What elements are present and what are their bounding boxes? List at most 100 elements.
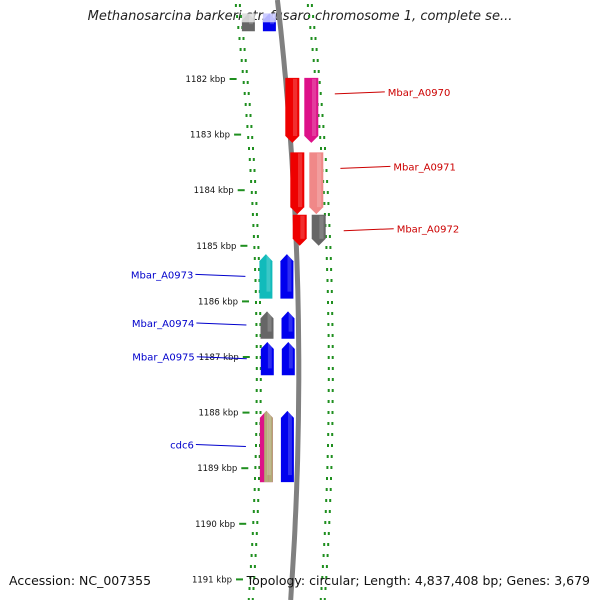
scale-label: 1191 kbp: [192, 575, 232, 585]
scale-label: 1190 kbp: [195, 520, 235, 530]
gene-feature[interactable]: [281, 342, 295, 376]
track-edge-tick: [256, 224, 259, 227]
gene-feature[interactable]: [281, 311, 295, 339]
track-edge-tick: [327, 202, 330, 205]
track-edge-tick: [255, 400, 258, 403]
gene-sheen: [288, 312, 293, 332]
track-edge-tick: [257, 499, 260, 502]
track-edge-tick: [255, 422, 258, 425]
gene-feature[interactable]: [290, 152, 305, 215]
track-edge-tick: [327, 312, 330, 315]
scale-tick: [229, 78, 237, 80]
gene-arrow: [281, 311, 295, 339]
gene-feature[interactable]: [241, 13, 255, 32]
track-edge-tick: [311, 48, 314, 51]
track-edge-tick: [243, 92, 246, 95]
gene-feature[interactable]: [259, 254, 273, 299]
gene-stripe: [259, 410, 265, 483]
track-edge-tick: [331, 378, 334, 381]
track-edge-tick: [259, 378, 262, 381]
track-edge-tick: [234, 4, 237, 7]
track-edge-tick: [253, 565, 256, 568]
track-edge-tick: [253, 246, 256, 249]
track-edge-tick: [251, 532, 254, 535]
scale-label: 1189 kbp: [197, 464, 237, 474]
gene-feature[interactable]: [260, 311, 274, 339]
gene-feature[interactable]: [309, 152, 324, 215]
track-edge-tick: [252, 510, 255, 513]
track-edge-tick: [258, 477, 260, 480]
track-edge-tick: [329, 246, 332, 249]
track-edge-tick: [322, 554, 325, 557]
track-edge-tick: [325, 246, 328, 249]
track-edge-tick: [327, 345, 330, 348]
gene-feature[interactable]: [304, 77, 319, 143]
gene-label[interactable]: Mbar_A0974: [132, 319, 195, 330]
gene-feature[interactable]: [262, 13, 276, 32]
gene-feature[interactable]: [311, 214, 326, 246]
gene-feature[interactable]: [280, 254, 294, 299]
gene-feature[interactable]: [280, 410, 294, 483]
track-edge-tick: [255, 444, 257, 447]
track-edge-tick: [254, 191, 257, 194]
track-edge-tick: [324, 510, 327, 513]
track-edge-tick: [331, 411, 334, 414]
gene-label[interactable]: Mbar_A0971: [393, 162, 456, 173]
track-edge-tick: [255, 213, 258, 216]
track-edge-tick: [257, 257, 260, 260]
gene-feature[interactable]: [285, 77, 300, 143]
track-edge-tick: [331, 367, 334, 370]
gene-arrow: [260, 311, 274, 339]
gene-label[interactable]: Mbar_A0970: [388, 88, 451, 99]
track-edge-tick: [239, 48, 242, 51]
track-edge-tick: [320, 147, 322, 150]
track-edge-tick: [254, 290, 257, 293]
track-edge-tick: [331, 345, 334, 348]
gene-sheen: [298, 153, 303, 208]
track-edge-tick: [255, 334, 258, 337]
scale-tick: [234, 133, 242, 136]
track-edge-tick: [255, 433, 258, 436]
gene-arrow: [290, 152, 305, 215]
track-edge-tick: [254, 477, 256, 480]
track-edge-tick: [328, 510, 331, 513]
label-leader: [334, 91, 385, 95]
gene-label[interactable]: Mbar_A0975: [132, 353, 195, 364]
track-edge-tick: [259, 389, 262, 392]
scale-tick: [242, 411, 250, 414]
gene-arrow: [281, 342, 295, 376]
track-edge-tick: [249, 565, 252, 568]
track-edge-tick: [320, 103, 323, 106]
gene-highlight: [241, 13, 255, 23]
track-edge-tick: [255, 202, 258, 205]
gene-feature[interactable]: [260, 342, 274, 376]
track-edge-tick: [310, 4, 313, 7]
gene-arrow: [280, 410, 294, 483]
track-edge-tick: [328, 224, 331, 227]
track-edge-tick: [312, 59, 315, 62]
track-edge-tick: [327, 532, 330, 535]
track-edge-tick: [319, 92, 322, 95]
track-edge-tick: [256, 235, 259, 238]
track-edge-tick: [331, 312, 334, 315]
gene-feature[interactable]: [259, 410, 273, 483]
track-edge-tick: [259, 356, 262, 359]
track-edge-tick: [328, 235, 331, 238]
gene-feature[interactable]: [292, 214, 307, 246]
track-edge-tick: [324, 587, 327, 590]
label-leader: [196, 356, 247, 360]
track-edge-tick: [248, 587, 251, 590]
track-edge-tick: [249, 169, 252, 172]
gene-label[interactable]: cdc6: [170, 441, 194, 452]
track-edge-tick: [327, 444, 329, 447]
track-edge-tick: [259, 312, 262, 315]
gene-arrow: [259, 254, 273, 299]
track-edge-tick: [327, 422, 330, 425]
track-edge-tick: [326, 466, 329, 469]
gene-label[interactable]: Mbar_A0973: [131, 270, 194, 281]
gene-label[interactable]: Mbar_A0972: [397, 225, 460, 236]
track-edge-tick: [252, 158, 255, 161]
track-edge-tick: [251, 598, 254, 600]
track-edge-tick: [255, 367, 258, 370]
scale-label: 1182 kbp: [186, 75, 226, 85]
